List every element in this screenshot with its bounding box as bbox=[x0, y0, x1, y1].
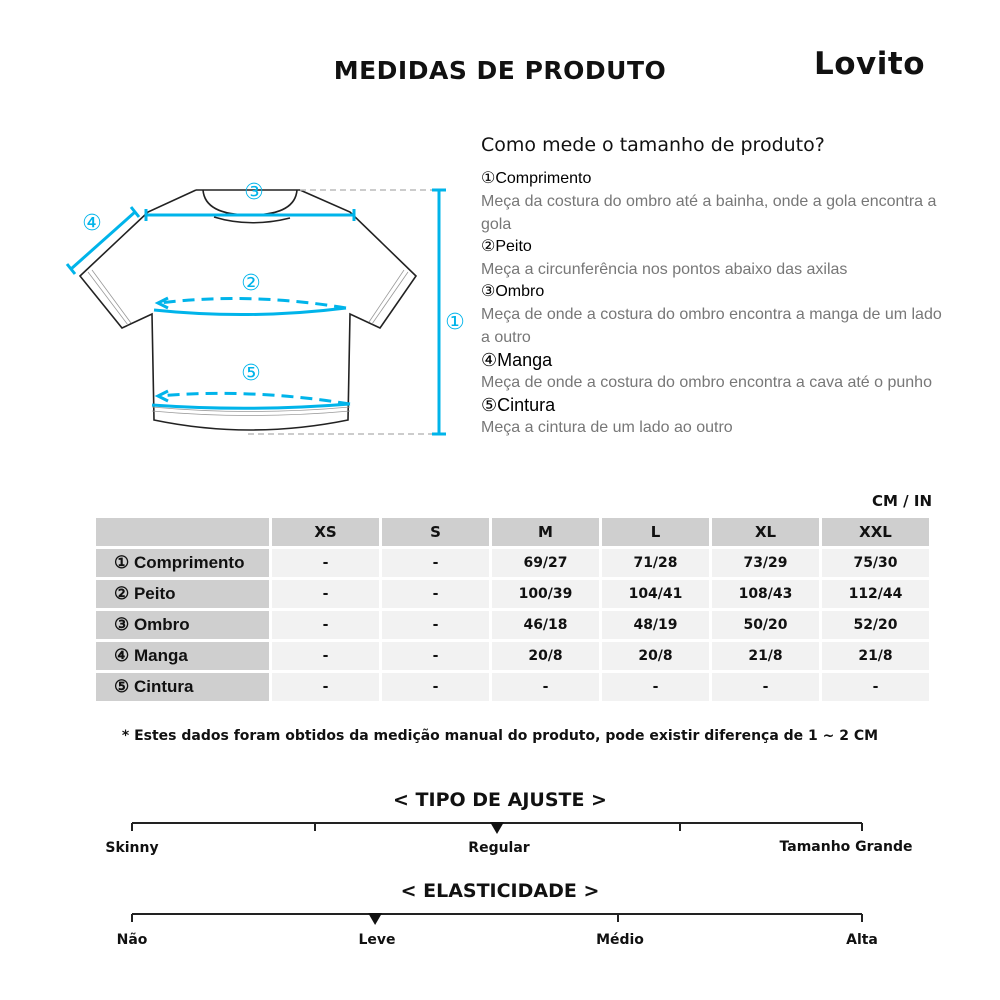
elasticity-marker bbox=[368, 913, 383, 925]
measurement-lines bbox=[65, 188, 446, 436]
table-cell: - bbox=[382, 642, 489, 670]
table-cell: - bbox=[602, 673, 709, 701]
brand-logo: Lovito bbox=[814, 46, 926, 82]
table-cell: 50/20 bbox=[712, 611, 819, 639]
size-header: XXL bbox=[822, 518, 929, 546]
row-label: ④ Manga bbox=[96, 642, 269, 670]
table-cell: - bbox=[822, 673, 929, 701]
guide-item-text: Meça de onde a costura do ombro encontra… bbox=[481, 306, 942, 346]
sleeve-line bbox=[70, 210, 136, 271]
guide-item-label: ②Peito bbox=[481, 238, 532, 255]
elasticity-scale bbox=[131, 913, 863, 925]
table-cell: - bbox=[382, 673, 489, 701]
fit-scale bbox=[131, 822, 863, 834]
table-row: ④ Manga - -20/8 20/8 21/8 21/8 bbox=[96, 642, 929, 670]
table-cell: 48/19 bbox=[602, 611, 709, 639]
elasticity-label: Médio bbox=[596, 932, 644, 948]
table-row: ⑤ Cintura - - - - - - bbox=[96, 673, 929, 701]
guide-item-label: ④Manga bbox=[481, 350, 553, 370]
diagram-label-5: ⑤ bbox=[241, 361, 261, 386]
size-header: XL bbox=[712, 518, 819, 546]
elasticity-label: Não bbox=[116, 932, 148, 948]
table-cell: 21/8 bbox=[822, 642, 929, 670]
elasticity-label: Alta bbox=[846, 932, 878, 948]
diagram-label-4: ④ bbox=[82, 211, 102, 236]
table-cell: 112/44 bbox=[822, 580, 929, 608]
guide-item-label: ①Comprimento bbox=[481, 170, 592, 187]
table-cell: - bbox=[382, 580, 489, 608]
fit-label: Regular bbox=[468, 840, 530, 856]
diagram-label-1: ① bbox=[445, 310, 465, 335]
table-cell: 104/41 bbox=[602, 580, 709, 608]
table-cell: - bbox=[492, 673, 599, 701]
fit-label: Skinny bbox=[105, 840, 159, 856]
size-header: L bbox=[602, 518, 709, 546]
table-cell: - bbox=[272, 549, 379, 577]
fit-marker bbox=[490, 822, 504, 834]
table-cell: - bbox=[272, 673, 379, 701]
elasticity-label: Leve bbox=[358, 932, 396, 948]
table-row: ② Peito - -100/39 104/41 108/43 112/44 bbox=[96, 580, 929, 608]
table-cell: 52/20 bbox=[822, 611, 929, 639]
table-cell: 21/8 bbox=[712, 642, 819, 670]
table-cell: - bbox=[712, 673, 819, 701]
guide-question: Como mede o tamanho de produto? bbox=[481, 134, 825, 156]
size-header: S bbox=[382, 518, 489, 546]
size-header: M bbox=[492, 518, 599, 546]
guide-item-label: ⑤Cintura bbox=[481, 395, 556, 415]
table-cell: 20/8 bbox=[492, 642, 599, 670]
waist-line bbox=[151, 402, 351, 410]
table-cell: - bbox=[272, 642, 379, 670]
fit-title: < TIPO DE AJUSTE > bbox=[393, 789, 607, 811]
table-row: ① Comprimento - -69/27 71/28 73/29 75/30 bbox=[96, 549, 929, 577]
measurement-note: * Estes dados foram obtidos da medição m… bbox=[121, 728, 879, 744]
table-cell: 46/18 bbox=[492, 611, 599, 639]
table-header-row: XS S M L XL XXL bbox=[96, 518, 929, 546]
guide-item-text: Meça a cintura de um lado ao outro bbox=[481, 419, 733, 436]
row-label: ① Comprimento bbox=[96, 549, 269, 577]
unit-label: CM / IN bbox=[872, 492, 932, 510]
diagram-label-2: ② bbox=[241, 271, 261, 296]
table-cell: 108/43 bbox=[712, 580, 819, 608]
row-label: ② Peito bbox=[96, 580, 269, 608]
size-header: XS bbox=[272, 518, 379, 546]
fit-label: Tamanho Grande bbox=[779, 839, 913, 855]
guide-list: ①Comprimento Meça da costura do ombro at… bbox=[481, 168, 951, 439]
table-cell: - bbox=[272, 580, 379, 608]
table-cell: - bbox=[272, 611, 379, 639]
row-label: ⑤ Cintura bbox=[96, 673, 269, 701]
guide-item-text: Meça da costura do ombro até a bainha, o… bbox=[481, 193, 937, 233]
table-cell: - bbox=[382, 611, 489, 639]
table-cell: 73/29 bbox=[712, 549, 819, 577]
table-cell: 69/27 bbox=[492, 549, 599, 577]
guide-item-label: ③Ombro bbox=[481, 283, 545, 300]
page-title: MEDIDAS DE PRODUTO bbox=[333, 56, 667, 85]
size-table: XS S M L XL XXL ① Comprimento - -69/27 71/2… bbox=[93, 515, 932, 704]
table-cell: - bbox=[382, 549, 489, 577]
table-cell: 100/39 bbox=[492, 580, 599, 608]
tshirt-measurement-diagram: ① ② ③ ④ ⑤ bbox=[65, 180, 465, 436]
row-label: ③ Ombro bbox=[96, 611, 269, 639]
table-cell: 75/30 bbox=[822, 549, 929, 577]
elasticity-title: < ELASTICIDADE > bbox=[400, 880, 600, 902]
diagram-label-3: ③ bbox=[244, 180, 264, 205]
chest-line bbox=[153, 306, 347, 317]
guide-item-text: Meça a circunferência nos pontos abaixo … bbox=[481, 261, 848, 278]
table-cell: 71/28 bbox=[602, 549, 709, 577]
table-row: ③ Ombro - -46/18 48/19 50/20 52/20 bbox=[96, 611, 929, 639]
table-cell: 20/8 bbox=[602, 642, 709, 670]
guide-item-text: Meça de onde a costura do ombro encontra… bbox=[481, 374, 932, 391]
